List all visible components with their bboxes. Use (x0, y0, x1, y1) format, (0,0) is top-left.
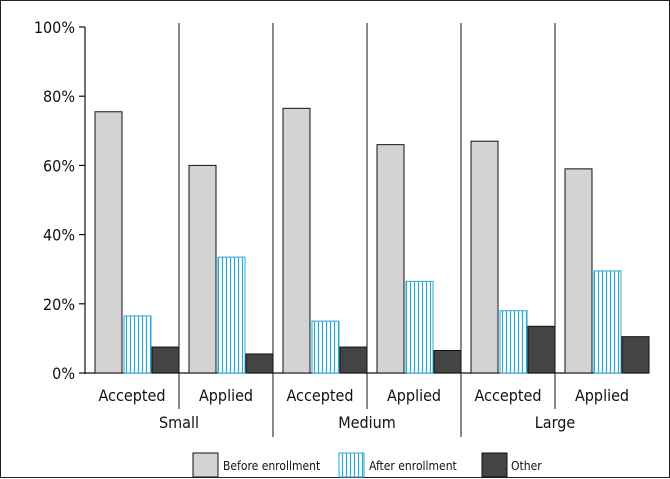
x-tick-label: Applied (199, 386, 253, 405)
x-tick-label: Accepted (474, 386, 541, 405)
y-tick-label: 0% (52, 364, 75, 383)
y-tick-label: 20% (43, 295, 75, 314)
legend-label: After enrollment (369, 459, 457, 473)
bar-other (621, 336, 650, 374)
y-tick-label: 60% (43, 156, 75, 175)
bar-after-enrollment (217, 256, 246, 374)
bar-before-enrollment (470, 140, 499, 374)
x-tick-label: Applied (387, 386, 441, 405)
legend-label: Before enrollment (223, 459, 320, 473)
bar-after-enrollment (593, 270, 622, 374)
legend-swatch (192, 452, 219, 478)
bar-other (245, 353, 274, 374)
y-tick-label: 40% (43, 226, 75, 245)
x-tick-label: Applied (575, 386, 629, 405)
group-label: Large (535, 413, 576, 432)
bar-other (339, 346, 368, 374)
x-tick-label: Accepted (286, 386, 353, 405)
bar-after-enrollment (311, 320, 340, 374)
group-label: Small (159, 413, 199, 432)
bar-before-enrollment (282, 107, 311, 374)
bar-after-enrollment (123, 315, 152, 374)
bar-before-enrollment (188, 164, 217, 374)
bar-other (527, 325, 556, 374)
bar-after-enrollment (405, 280, 434, 374)
legend-swatch (481, 452, 508, 478)
x-tick-label: Accepted (98, 386, 165, 405)
bar-after-enrollment (499, 310, 528, 374)
bar-before-enrollment (94, 111, 123, 374)
y-tick-label: 100% (34, 18, 75, 37)
y-tick-label: 80% (43, 87, 75, 106)
bar-before-enrollment (564, 168, 593, 374)
bar-other (151, 346, 180, 374)
legend-swatch (338, 452, 365, 478)
bar-other (433, 350, 462, 374)
bar-before-enrollment (376, 144, 405, 374)
group-label: Medium (338, 413, 396, 432)
legend-label: Other (511, 459, 542, 473)
